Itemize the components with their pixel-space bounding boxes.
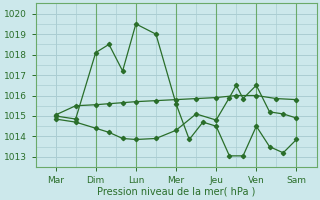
X-axis label: Pression niveau de la mer( hPa ): Pression niveau de la mer( hPa ) [97,187,255,197]
